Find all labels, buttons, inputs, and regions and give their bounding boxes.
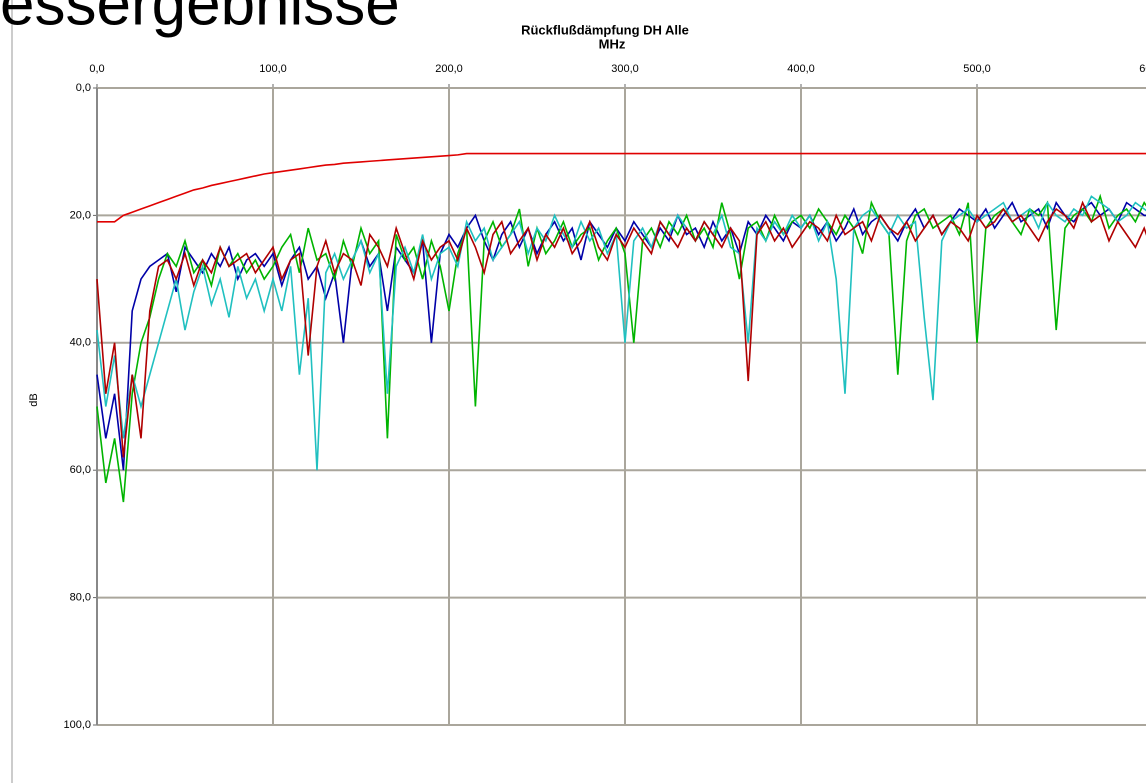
data-line: [96, 195, 1146, 471]
x-tick-label: 100,0: [259, 63, 287, 75]
y-tick-label: 100,0: [63, 719, 91, 731]
x-tick-label: 400,0: [787, 63, 815, 75]
data-line: [96, 193, 1146, 503]
data-line: [96, 200, 1146, 458]
x-tick-label: 0,0: [89, 63, 104, 75]
slide-title: essergebnisse: [0, 0, 400, 38]
chart-title: Rückflußdämpfung DH Alle: [521, 22, 689, 37]
x-axis-label: MHz: [599, 36, 626, 51]
x-tick-label: 500,0: [963, 63, 991, 75]
y-tick-label: 60,0: [70, 464, 91, 476]
y-tick-label: 0,0: [76, 82, 91, 94]
x-tick-label: 600,0: [1139, 63, 1146, 75]
y-tick-label: 40,0: [70, 337, 91, 349]
x-tick-label: 200,0: [435, 63, 463, 75]
y-axis-label: dB: [28, 393, 40, 406]
data-line: [97, 152, 1146, 223]
y-tick-label: 80,0: [70, 592, 91, 604]
y-tick-label: 20,0: [70, 209, 91, 221]
x-tick-label: 300,0: [611, 63, 639, 75]
